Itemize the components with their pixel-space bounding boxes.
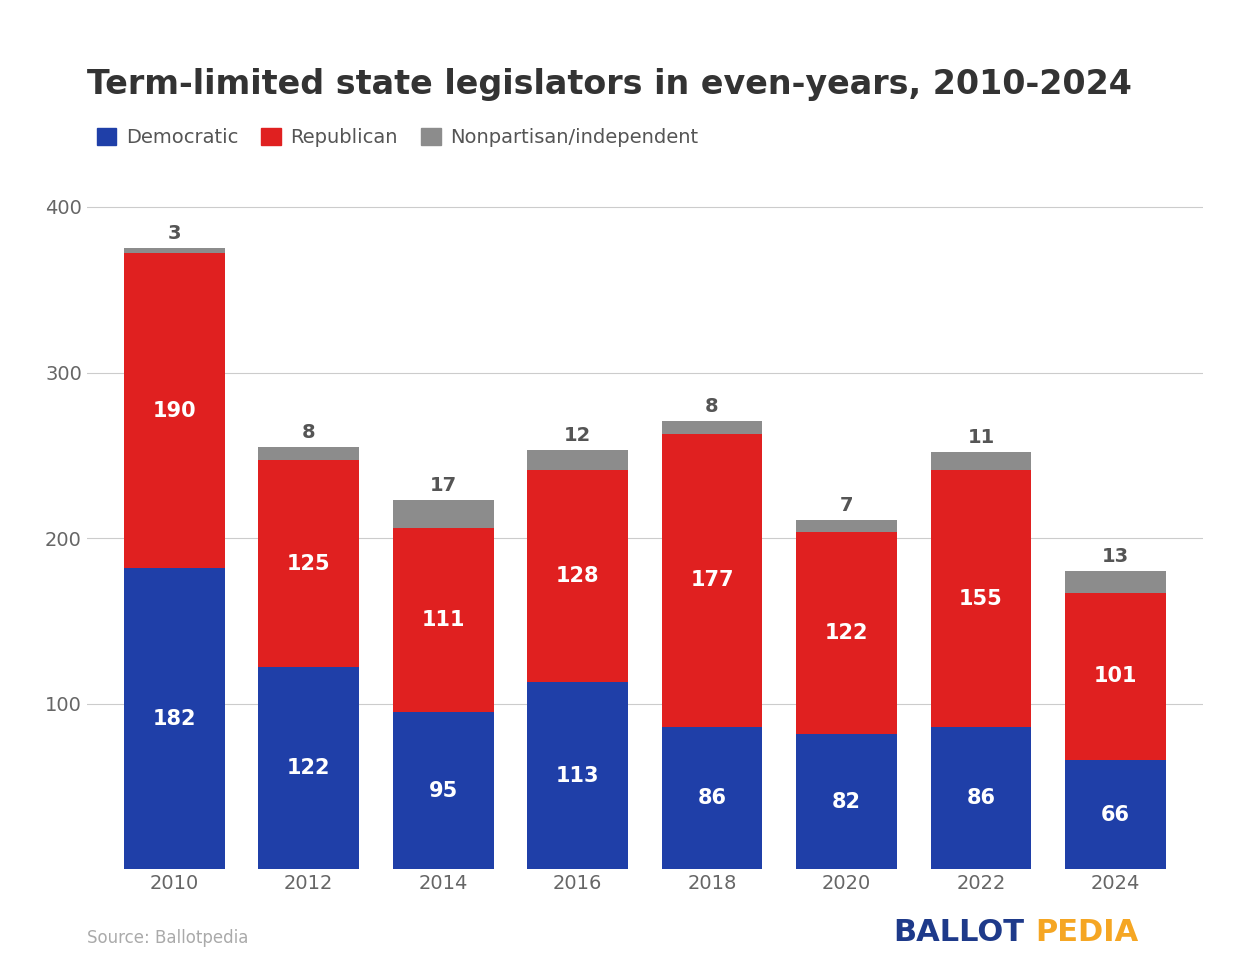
Text: 122: 122: [286, 758, 330, 779]
Text: BALLOT: BALLOT: [893, 918, 1024, 947]
Text: 13: 13: [1102, 548, 1128, 566]
Text: Term-limited state legislators in even-years, 2010-2024: Term-limited state legislators in even-y…: [87, 68, 1132, 100]
Text: 12: 12: [564, 426, 591, 445]
Bar: [258, 447, 360, 461]
Text: 86: 86: [698, 788, 727, 809]
Bar: [930, 727, 1032, 869]
Bar: [393, 500, 494, 528]
Text: Source: Ballotpedia: Source: Ballotpedia: [87, 928, 248, 947]
Text: 155: 155: [959, 588, 1003, 609]
Text: 111: 111: [422, 611, 465, 630]
Bar: [1065, 760, 1166, 869]
Text: 8: 8: [301, 423, 315, 442]
Bar: [527, 470, 627, 682]
Bar: [527, 450, 627, 470]
Text: 182: 182: [153, 709, 196, 728]
Bar: [796, 520, 897, 531]
Bar: [393, 528, 494, 712]
Text: 177: 177: [691, 571, 734, 590]
Text: 125: 125: [286, 554, 331, 574]
Bar: [662, 420, 763, 434]
Bar: [796, 531, 897, 733]
Bar: [527, 682, 627, 869]
Bar: [1065, 571, 1166, 593]
Text: PEDIA: PEDIA: [1035, 918, 1138, 947]
Text: 82: 82: [832, 791, 861, 811]
Text: 95: 95: [429, 781, 458, 801]
Bar: [258, 461, 360, 668]
Text: 3: 3: [167, 224, 181, 243]
Bar: [796, 733, 897, 869]
Legend: Democratic, Republican, Nonpartisan/independent: Democratic, Republican, Nonpartisan/inde…: [97, 128, 698, 148]
Text: 113: 113: [556, 766, 599, 785]
Bar: [124, 253, 224, 568]
Bar: [662, 727, 763, 869]
Bar: [930, 470, 1032, 727]
Bar: [662, 434, 763, 727]
Text: 86: 86: [966, 788, 996, 809]
Bar: [393, 712, 494, 869]
Text: 190: 190: [153, 401, 196, 420]
Bar: [124, 248, 224, 253]
Bar: [258, 668, 360, 869]
Text: 8: 8: [706, 397, 719, 415]
Bar: [124, 568, 224, 869]
Text: 11: 11: [967, 428, 994, 447]
Text: 101: 101: [1094, 667, 1137, 687]
Text: 128: 128: [556, 566, 599, 586]
Text: 66: 66: [1101, 805, 1130, 825]
Text: 17: 17: [429, 476, 456, 496]
Text: 122: 122: [825, 623, 868, 642]
Text: 7: 7: [839, 496, 853, 515]
Bar: [1065, 593, 1166, 760]
Bar: [930, 452, 1032, 470]
